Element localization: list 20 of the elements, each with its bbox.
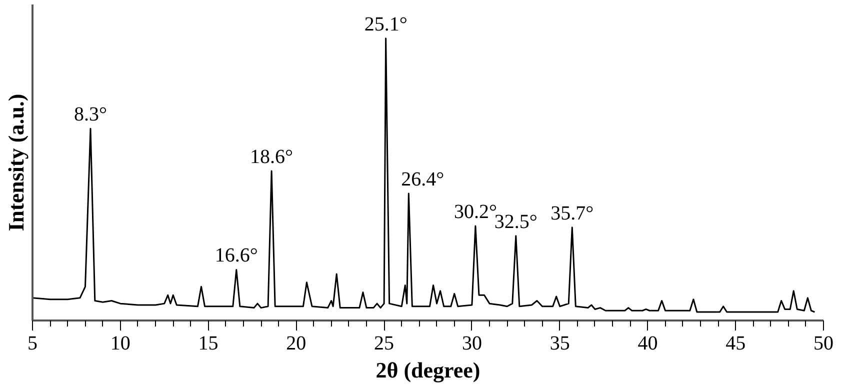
x-tick-label: 45 xyxy=(726,332,746,354)
annotation: 32.5° xyxy=(494,210,538,233)
annotation: 35.7° xyxy=(550,202,594,224)
annotation: 16.6° xyxy=(214,244,258,267)
annotation: 8.3° xyxy=(74,104,108,126)
x-tick-label: 10 xyxy=(110,332,130,354)
x-tick-label: 50 xyxy=(814,332,834,354)
x-tick-label: 15 xyxy=(198,332,218,354)
annotation: 26.4° xyxy=(401,168,444,191)
annotation: 25.1° xyxy=(364,13,408,36)
annotation: 18.6° xyxy=(250,146,294,168)
y-axis-title: Intensity (a.u.) xyxy=(4,94,28,232)
x-tick-label: 5 xyxy=(28,332,38,354)
x-tick-label: 25 xyxy=(374,332,394,354)
x-tick-label: 35 xyxy=(550,332,570,354)
x-tick-label: 30 xyxy=(462,332,482,354)
x-tick-label: 20 xyxy=(286,332,306,354)
x-tick-label: 40 xyxy=(638,332,658,354)
annotation: 30.2° xyxy=(454,200,497,223)
x-axis-title: 2θ (degree) xyxy=(376,358,480,382)
